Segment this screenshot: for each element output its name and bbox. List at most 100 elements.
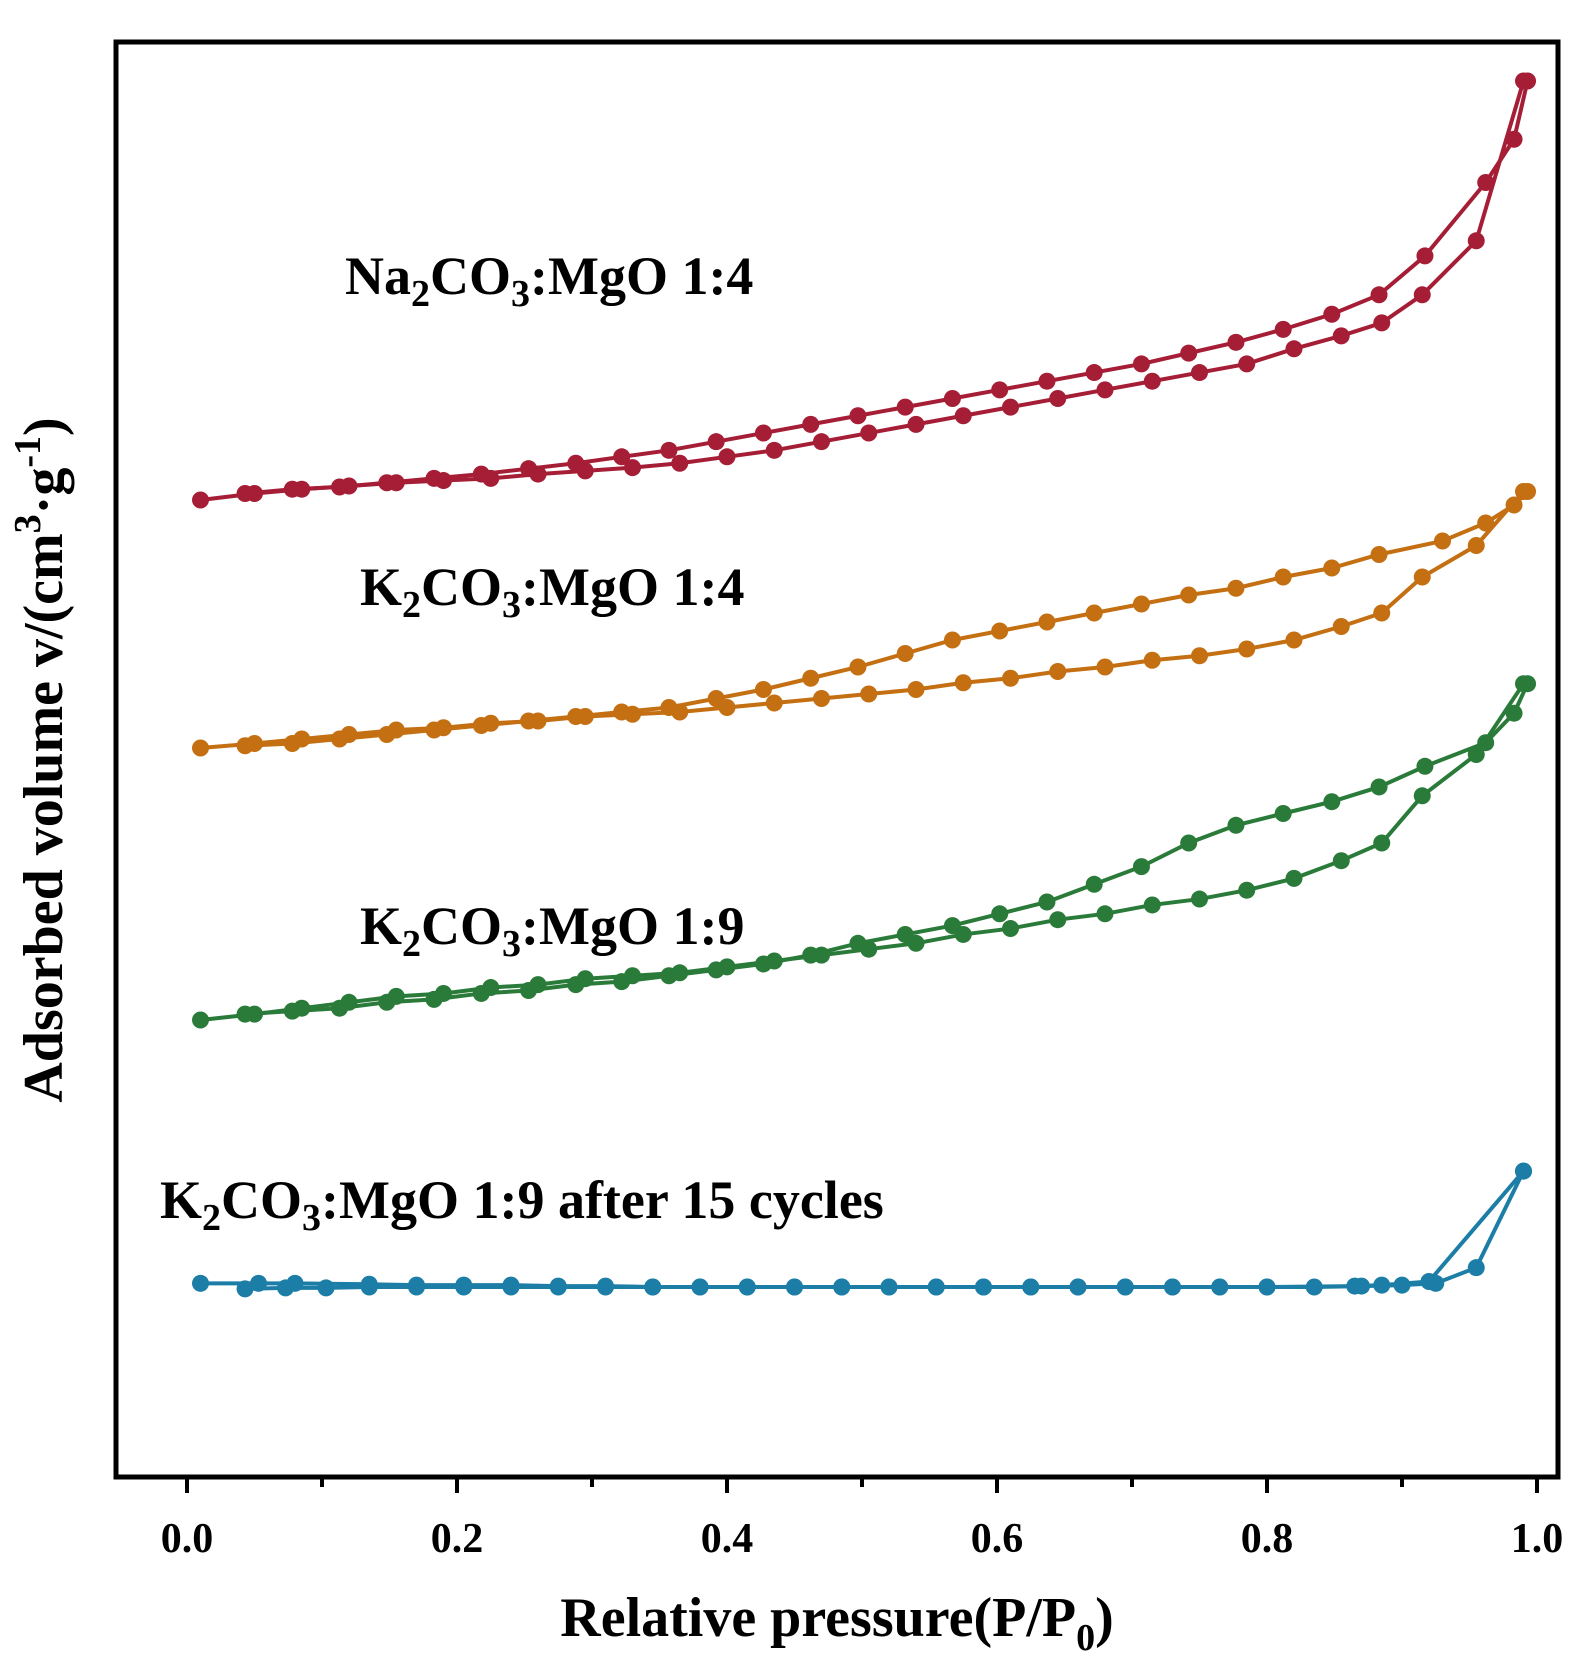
x-axis-ticks bbox=[185, 1477, 1539, 1493]
series-2-adsorption-point-22 bbox=[1238, 881, 1256, 899]
series-2-desorption-point-25 bbox=[378, 993, 396, 1011]
series-0-desorption-point-10 bbox=[1085, 364, 1103, 382]
series-0-adsorption-point-23 bbox=[1285, 340, 1303, 358]
series-1 bbox=[192, 483, 1537, 757]
series-0-desorption-point-13 bbox=[943, 389, 961, 407]
series-1-desorption-point-13 bbox=[943, 631, 961, 649]
series-0-desorption-point-0 bbox=[1519, 72, 1537, 90]
series-0-desorption-point-25 bbox=[378, 474, 396, 492]
series-0-adsorption-point-14 bbox=[860, 424, 878, 442]
series-0-desorption-point-26 bbox=[331, 478, 349, 496]
series-2-desorption-point-27 bbox=[283, 1002, 301, 1020]
series-2-desorption-point-15 bbox=[849, 934, 867, 952]
series-0 bbox=[192, 72, 1537, 509]
series-3-desorption-point-16 bbox=[691, 1278, 709, 1296]
series-1-desorption-point-6 bbox=[1274, 568, 1292, 586]
series-1-desorption-point-24 bbox=[425, 721, 443, 739]
series-1-desorption-point-1 bbox=[1505, 496, 1523, 514]
series-3-desorption-point-20 bbox=[502, 1276, 520, 1294]
series-0-desorption-point-5 bbox=[1323, 305, 1341, 323]
series-label-1: K2CO3:MgO 1:4 bbox=[360, 557, 744, 626]
series-1-desorption-point-26 bbox=[331, 730, 349, 748]
series-2-desorption-point-28 bbox=[236, 1005, 254, 1023]
series-2-desorption-point-14 bbox=[896, 925, 914, 943]
series-0-adsorption-point-18 bbox=[1049, 389, 1067, 407]
series-2-adsorption-point-20 bbox=[1143, 896, 1161, 914]
series-2-adsorption-point-23 bbox=[1285, 869, 1303, 887]
series-2-desorption-point-12 bbox=[991, 905, 1009, 923]
series-0-adsorption-point-21 bbox=[1191, 364, 1208, 382]
series-0-desorption-point-14 bbox=[896, 398, 914, 416]
series-2-desorption-point-4 bbox=[1370, 778, 1388, 796]
series-2-desorption-point-26 bbox=[331, 999, 349, 1017]
series-0-desorption-point-18 bbox=[707, 433, 725, 451]
series-1-adsorption-point-23 bbox=[1285, 631, 1303, 649]
series-0-adsorption-point-26 bbox=[1413, 286, 1431, 304]
series-0-desorption-point-6 bbox=[1274, 320, 1292, 338]
series-3-desorption-point-15 bbox=[738, 1278, 756, 1296]
series-1-adsorption-point-22 bbox=[1238, 640, 1256, 658]
series-0-desorption-point-9 bbox=[1132, 355, 1150, 373]
series-2-adsorption-point-18 bbox=[1049, 911, 1067, 929]
series-3-adsorption-point-27 bbox=[1467, 1259, 1485, 1277]
series-label-0: Na2CO3:MgO 1:4 bbox=[345, 246, 753, 315]
series-1-adsorption-point-21 bbox=[1191, 647, 1208, 665]
series-3-desorption-point-22 bbox=[408, 1276, 425, 1294]
series-0-desorption-point-17 bbox=[754, 424, 772, 442]
series-0-desorption-point-1 bbox=[1505, 130, 1523, 148]
series-2-desorption-point-3 bbox=[1416, 757, 1434, 775]
series-1-adsorption-point-20 bbox=[1143, 651, 1161, 669]
series-1-desorption-point-7 bbox=[1227, 579, 1245, 597]
series-1-adsorption-point-17 bbox=[1002, 669, 1019, 687]
series-2-desorption-point-17 bbox=[754, 955, 772, 973]
series-0-adsorption-point-20 bbox=[1143, 372, 1161, 390]
series-1-desorption-point-9 bbox=[1132, 595, 1150, 613]
series-3-desorption-point-18 bbox=[597, 1277, 614, 1295]
series-0-adsorption-point-15 bbox=[907, 415, 925, 433]
series-2-desorption-point-11 bbox=[1038, 893, 1056, 911]
series-2-adsorption-point-19 bbox=[1096, 905, 1114, 923]
plot-frame bbox=[113, 39, 1561, 1480]
series-3-desorption-point-9 bbox=[1022, 1278, 1040, 1296]
series-0-desorption-point-28 bbox=[236, 485, 254, 503]
series-1-desorption-point-14 bbox=[896, 645, 914, 662]
series-2 bbox=[192, 675, 1537, 1029]
series-0-adsorption-point-25 bbox=[1373, 314, 1391, 332]
series-3-desorption-point-17 bbox=[644, 1278, 662, 1296]
series-2-desorption-point-1 bbox=[1505, 704, 1523, 722]
series-0-adsorption-point-27 bbox=[1467, 232, 1485, 250]
series-1-adsorption-point-24 bbox=[1332, 618, 1350, 635]
series-2-adsorption-point-21 bbox=[1191, 890, 1208, 908]
series-3-desorption-point-0 bbox=[1515, 1162, 1532, 1180]
series-0-desorption-point-21 bbox=[567, 454, 585, 472]
series-0-desorption-point-24 bbox=[425, 469, 443, 487]
series-1-desorption-point-23 bbox=[472, 717, 490, 734]
series-3-desorption-point-3 bbox=[1346, 1277, 1364, 1295]
series-1-adsorption-point-12 bbox=[765, 694, 783, 712]
series-layer bbox=[192, 72, 1537, 1298]
series-2-adsorption-point-0 bbox=[192, 1011, 209, 1029]
series-1-adsorption-point-0 bbox=[192, 739, 209, 757]
series-2-adsorption-point-25 bbox=[1373, 834, 1391, 852]
series-label-3: K2CO3:MgO 1:9 after 15 cycles bbox=[160, 1170, 884, 1239]
series-1-desorption-point-2 bbox=[1477, 514, 1495, 532]
series-3-desorption-point-25 bbox=[250, 1274, 268, 1292]
series-3-desorption-point-4 bbox=[1258, 1278, 1276, 1296]
series-0-adsorption-point-16 bbox=[954, 407, 972, 425]
series-2-adsorption-point-26 bbox=[1413, 787, 1431, 805]
series-0-adsorption-point-9 bbox=[624, 459, 641, 477]
series-3-desorption-point-24 bbox=[286, 1274, 304, 1292]
series-2-desorption-point-22 bbox=[520, 982, 538, 999]
series-2-desorption-point-2 bbox=[1477, 734, 1495, 752]
series-1-adsorption-point-19 bbox=[1096, 658, 1114, 676]
series-2-desorption-point-9 bbox=[1132, 858, 1150, 876]
series-1-desorption-point-21 bbox=[567, 708, 585, 725]
series-3-desorption-point-1 bbox=[1420, 1272, 1438, 1290]
series-1-desorption-point-16 bbox=[802, 669, 820, 687]
series-label-2: K2CO3:MgO 1:9 bbox=[360, 896, 744, 965]
series-3-desorption-point-19 bbox=[549, 1277, 567, 1295]
series-1-desorption-point-27 bbox=[283, 735, 301, 752]
series-3-desorption-point-21 bbox=[455, 1276, 473, 1294]
series-2-desorption-point-21 bbox=[567, 976, 585, 994]
series-2-desorption-point-5 bbox=[1323, 793, 1341, 811]
